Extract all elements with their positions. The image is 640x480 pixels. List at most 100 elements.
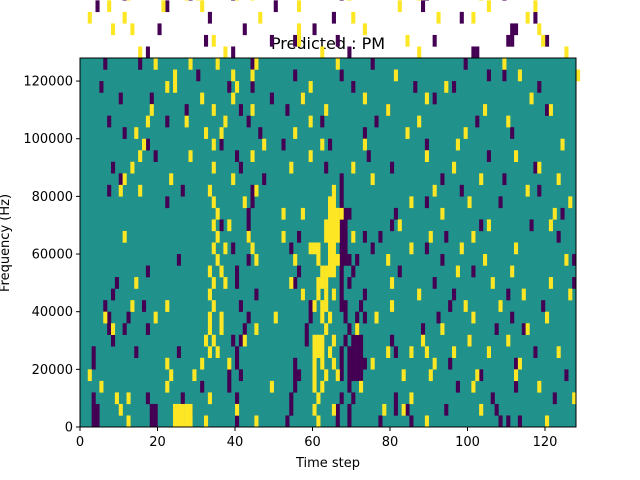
heatmap-cell-high (514, 242, 519, 255)
heatmap-cell-low (320, 115, 325, 128)
heatmap-cell-low (176, 254, 181, 266)
heatmap-cell-high (455, 138, 460, 151)
heatmap-cell-high (331, 403, 336, 416)
heatmap-cell-high (312, 334, 317, 347)
heatmap-cell-low (506, 34, 511, 47)
heatmap-cell-high (134, 127, 139, 139)
heatmap-cell-high (432, 357, 437, 370)
heatmap-cell-high (467, 196, 472, 209)
heatmap-cell-low (521, 323, 526, 335)
heatmap-cell-low (351, 357, 356, 370)
heatmap-cell-high (479, 173, 484, 186)
heatmap-cell-high (250, 104, 255, 116)
heatmap-cell-low (335, 403, 340, 416)
heatmap-cell-low (390, 161, 395, 174)
heatmap-cell-high (227, 357, 232, 370)
heatmap-cell-high (417, 0, 422, 1)
heatmap-cell-high (320, 380, 325, 393)
heatmap-cell-low (355, 334, 360, 347)
heatmap-cell-high (436, 11, 441, 24)
heatmap-cell-low (235, 346, 240, 359)
heatmap-cell-high (328, 254, 333, 266)
heatmap-cell-low (324, 161, 329, 174)
heatmap-cell-low (107, 311, 112, 324)
heatmap-cell-high (223, 242, 228, 255)
heatmap-cell-high (254, 254, 259, 266)
heatmap-cell-high (262, 138, 267, 151)
x-axis: 0 20 40 60 80 100 120 (76, 427, 557, 450)
heatmap-cell-high (409, 242, 414, 255)
heatmap-cell-low (289, 403, 294, 416)
heatmap-cell-low (529, 219, 534, 232)
heatmap-cell-low (471, 265, 476, 278)
heatmap-cell-low (99, 81, 104, 93)
heatmap-cell-low (103, 58, 108, 70)
heatmap-cell-low (165, 0, 170, 13)
heatmap-cell-low (188, 0, 193, 1)
heatmap-cell-high (486, 0, 491, 13)
heatmap-cell-high (242, 334, 247, 347)
heatmap-cell-low (107, 323, 112, 335)
heatmap-cell-high (548, 219, 553, 232)
heatmap-cell-low (355, 311, 360, 324)
heatmap-cell-high (452, 161, 457, 174)
heatmap-cell-high (320, 138, 325, 151)
heatmap-cell-high (165, 357, 170, 370)
heatmap-cell-low (91, 357, 96, 370)
heatmap-cell-high (529, 92, 534, 105)
x-tick-label: 0 (76, 435, 84, 450)
heatmap-cell-high (207, 265, 212, 278)
heatmap-cell-low (250, 81, 255, 93)
heatmap-cell-high (548, 104, 553, 116)
heatmap-cell-low (351, 346, 356, 359)
heatmap-cell-low (440, 173, 445, 186)
heatmap-cell-high (297, 34, 302, 47)
heatmap-cell-low (479, 369, 484, 382)
heatmap-cell-high (192, 369, 197, 382)
heatmap-cell-high (207, 288, 212, 301)
heatmap-cell-high (312, 346, 317, 359)
heatmap-cell-high (250, 242, 255, 255)
heatmap-cell-low (238, 300, 243, 312)
heatmap-cell-high (312, 369, 317, 382)
heatmap-cell-high (204, 334, 209, 347)
heatmap-cell-low (347, 415, 352, 428)
heatmap-cell-high (223, 115, 228, 128)
heatmap-cell-high (568, 288, 573, 301)
heatmap-cell-high (188, 415, 193, 428)
heatmap-cell-high (397, 0, 402, 13)
heatmap-cell-high (211, 161, 216, 174)
heatmap-cell-low (328, 138, 333, 151)
heatmap-cell-low (514, 23, 519, 36)
heatmap-cell-high (514, 150, 519, 162)
heatmap-cell-low (235, 415, 240, 428)
heatmap-cell-low (180, 184, 185, 197)
heatmap-cell-low (390, 334, 395, 347)
heatmap-cell-low (157, 23, 162, 36)
heatmap-cell-low (479, 219, 484, 232)
heatmap-cell-high (545, 311, 550, 324)
heatmap-cell-high (111, 323, 116, 335)
heatmap-cell-high (324, 369, 329, 382)
heatmap-cell-high (424, 92, 429, 105)
heatmap-cell-high (312, 380, 317, 393)
heatmap-cell-high (316, 254, 321, 266)
heatmap-cell-high (440, 207, 445, 220)
heatmap-cell-high (122, 11, 127, 24)
heatmap-cell-low (390, 219, 395, 232)
heatmap-cell-low (153, 415, 158, 428)
heatmap-cell-high (312, 300, 317, 312)
heatmap-cell-high (545, 415, 550, 428)
heatmap-cell-high (401, 403, 406, 416)
heatmap-cell-high (479, 403, 484, 416)
heatmap-cell-high (200, 92, 205, 105)
heatmap-cell-high (331, 184, 336, 197)
heatmap-cell-high (114, 392, 119, 405)
heatmap-cell-high (211, 242, 216, 255)
heatmap-cell-high (184, 0, 189, 1)
heatmap-cell-high (254, 58, 259, 70)
heatmap-cell-high (440, 323, 445, 335)
heatmap-cell-low (145, 323, 150, 335)
heatmap-cell-high (138, 46, 143, 59)
heatmap-cell-low (533, 11, 538, 24)
